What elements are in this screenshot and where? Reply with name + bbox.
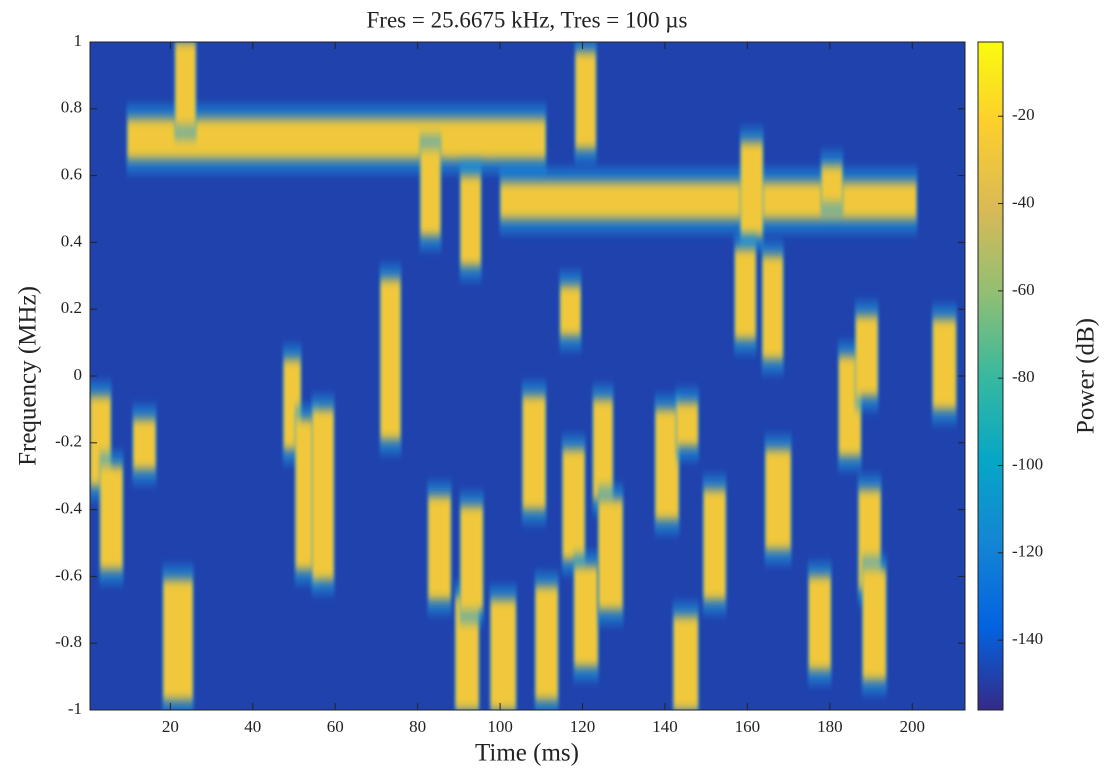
plot-area [90, 42, 965, 710]
colorbar-tick-label: -20 [1012, 105, 1035, 124]
burst [500, 182, 917, 220]
burst [862, 569, 886, 680]
x-tick-label: 160 [735, 717, 761, 736]
burst [562, 449, 585, 560]
y-tick-label: 0.6 [61, 165, 82, 184]
colorbar-tick-label: -140 [1012, 629, 1043, 648]
colorbar-tick-label: -80 [1012, 367, 1035, 386]
burst [575, 52, 596, 149]
colorbar-tick-label: -100 [1012, 454, 1043, 473]
burst [420, 148, 441, 236]
x-tick-label: 200 [899, 717, 925, 736]
x-tick-label: 60 [327, 717, 344, 736]
y-tick-label: -0.4 [55, 499, 82, 518]
y-tick-label: 1 [74, 31, 83, 50]
x-tick-label: 20 [162, 717, 179, 736]
burst [175, 42, 196, 126]
burst [593, 399, 613, 500]
burst [100, 466, 123, 570]
burst [808, 576, 831, 670]
burst [735, 249, 756, 340]
y-tick-label: -0.8 [55, 632, 82, 651]
colorbar-tick-label: -40 [1012, 192, 1035, 211]
colorbar-tick-label: -60 [1012, 280, 1035, 299]
x-tick-label: 180 [817, 717, 843, 736]
y-tick-label: 0.2 [61, 298, 82, 317]
burst [574, 566, 598, 667]
burst [133, 419, 156, 470]
burst [163, 579, 193, 700]
burst [703, 489, 726, 600]
burst [127, 118, 546, 159]
x-tick-label: 100 [487, 717, 513, 736]
burst [765, 449, 791, 550]
burst [460, 175, 481, 266]
colorbar [977, 41, 1004, 711]
x-axis-label: Time (ms) [475, 740, 579, 767]
y-tick-label: -0.2 [55, 432, 82, 451]
burst [598, 499, 623, 610]
y-tick-label: 0 [74, 365, 83, 384]
x-tick-label: 80 [409, 717, 426, 736]
burst [740, 142, 763, 236]
burst [655, 409, 679, 520]
burst [428, 496, 451, 600]
x-tick-label: 140 [652, 717, 678, 736]
burst [821, 165, 843, 203]
burst [312, 409, 334, 580]
burst [855, 315, 878, 397]
chart-title: Fres = 25.6675 kHz, Tres = 100 µs [367, 7, 688, 32]
burst [380, 279, 401, 440]
burst [535, 586, 558, 700]
burst [762, 255, 783, 360]
burst [460, 506, 483, 610]
y-axis-label: Frequency (MHz) [15, 286, 42, 466]
x-tick-label: 40 [244, 717, 261, 736]
burst [490, 599, 516, 710]
burst [522, 396, 546, 510]
colorbar-tick-label: -120 [1012, 542, 1043, 561]
burst [673, 616, 698, 710]
burst [560, 285, 581, 336]
x-tick-label: 120 [570, 717, 596, 736]
y-tick-label: -1 [68, 699, 82, 718]
y-tick-label: 0.8 [61, 98, 82, 117]
burst [932, 319, 956, 410]
burst [676, 402, 698, 447]
colorbar-label: Power (dB) [1073, 318, 1100, 434]
y-tick-label: 0.4 [61, 231, 83, 250]
burst [455, 596, 479, 710]
y-tick-label: -0.6 [55, 565, 82, 584]
